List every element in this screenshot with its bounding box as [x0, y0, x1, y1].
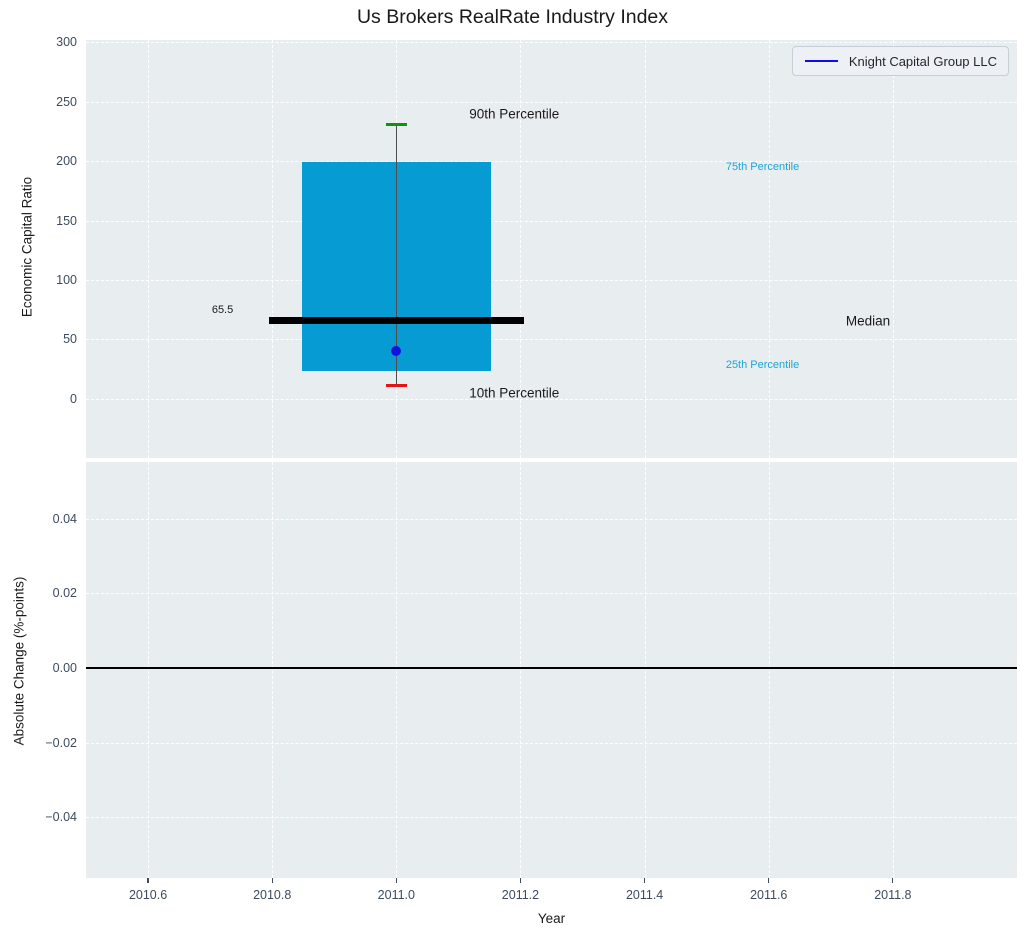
y-tick-label: 0.02 [52, 586, 77, 601]
x-axis-label: Year [537, 911, 566, 926]
gridline-horizontal [86, 339, 1017, 341]
annotation-median: Median [845, 313, 891, 329]
whisker-line [395, 124, 398, 386]
zero-line [86, 667, 1017, 669]
gridline-vertical [768, 462, 770, 878]
gridline-vertical [768, 40, 770, 458]
x-tick-label: 2011.2 [501, 888, 540, 902]
x-tick-label: 2010.8 [253, 888, 292, 902]
gridline-horizontal [86, 398, 1017, 400]
gridline-horizontal [86, 817, 1017, 819]
gridline-horizontal [86, 593, 1017, 595]
x-tick-label: 2011.0 [377, 888, 415, 902]
x-tick-label: 2011.4 [625, 888, 664, 902]
chart-title: Us Brokers RealRate Industry Index [356, 6, 669, 28]
x-tick-label: 2010.6 [128, 888, 168, 902]
legend-label: Knight Capital Group LLC [848, 53, 997, 69]
axes-bottom [86, 462, 1017, 878]
gridline-vertical [396, 462, 398, 878]
y-tick-label: 0 [70, 391, 77, 406]
gridline-horizontal [86, 161, 1017, 163]
gridline-vertical [892, 40, 894, 458]
axes-top: Knight Capital Group LLC 90th Percentile… [86, 40, 1017, 458]
x-tick-mark [271, 878, 273, 883]
gridline-vertical [644, 462, 646, 878]
y-tick-label: 100 [56, 272, 77, 287]
y-axis-label-bottom: Absolute Change (%-points) [11, 576, 27, 746]
x-tick-mark [892, 878, 894, 883]
y-tick-label: −0.04 [45, 810, 77, 825]
company-marker [391, 346, 402, 357]
y-tick-label: 150 [56, 213, 77, 228]
gridline-horizontal [86, 742, 1017, 744]
x-tick-label: 2011.6 [750, 888, 788, 902]
gridline-horizontal [86, 101, 1017, 103]
gridline-vertical [272, 40, 274, 458]
gridline-vertical [272, 462, 274, 878]
y-tick-label: 200 [56, 154, 77, 169]
annotation-75th-percentile: 75th Percentile [725, 161, 800, 174]
x-tick-mark [519, 878, 522, 883]
gridline-vertical [148, 40, 150, 458]
gridline-vertical [148, 462, 150, 878]
gridline-vertical [520, 462, 522, 878]
gridline-horizontal [86, 42, 1017, 44]
y-axis-label-top: Economic Capital Ratio [19, 176, 35, 318]
p10-cap [385, 384, 407, 387]
x-tick-mark [147, 878, 149, 883]
x-tick-mark [395, 878, 397, 883]
gridline-vertical [520, 40, 522, 458]
gridline-horizontal [86, 518, 1017, 520]
y-tick-label: −0.02 [45, 735, 77, 750]
y-tick-label: 0.04 [52, 511, 77, 526]
y-tick-label: 50 [63, 332, 77, 347]
p90-cap [385, 123, 407, 126]
gridline-horizontal [86, 220, 1017, 222]
annotation-25th-percentile: 25th Percentile [725, 359, 800, 372]
x-tick-mark [644, 878, 646, 883]
legend-line-sample [804, 60, 838, 62]
gridline-vertical [644, 40, 646, 458]
legend: Knight Capital Group LLC [791, 46, 1009, 76]
annotation-65.5: 65.5 [211, 303, 234, 316]
y-tick-label: 0.00 [52, 660, 77, 675]
gridline-vertical [892, 462, 894, 878]
annotation-90th-percentile: 90th Percentile [469, 106, 560, 122]
x-tick-mark [768, 878, 770, 883]
annotation-10th-percentile: 10th Percentile [469, 385, 560, 401]
median-line [269, 317, 524, 325]
y-tick-label: 250 [56, 94, 77, 109]
x-tick-label: 2011.8 [874, 888, 912, 902]
gridline-horizontal [86, 279, 1017, 281]
y-tick-label: 300 [56, 35, 77, 50]
